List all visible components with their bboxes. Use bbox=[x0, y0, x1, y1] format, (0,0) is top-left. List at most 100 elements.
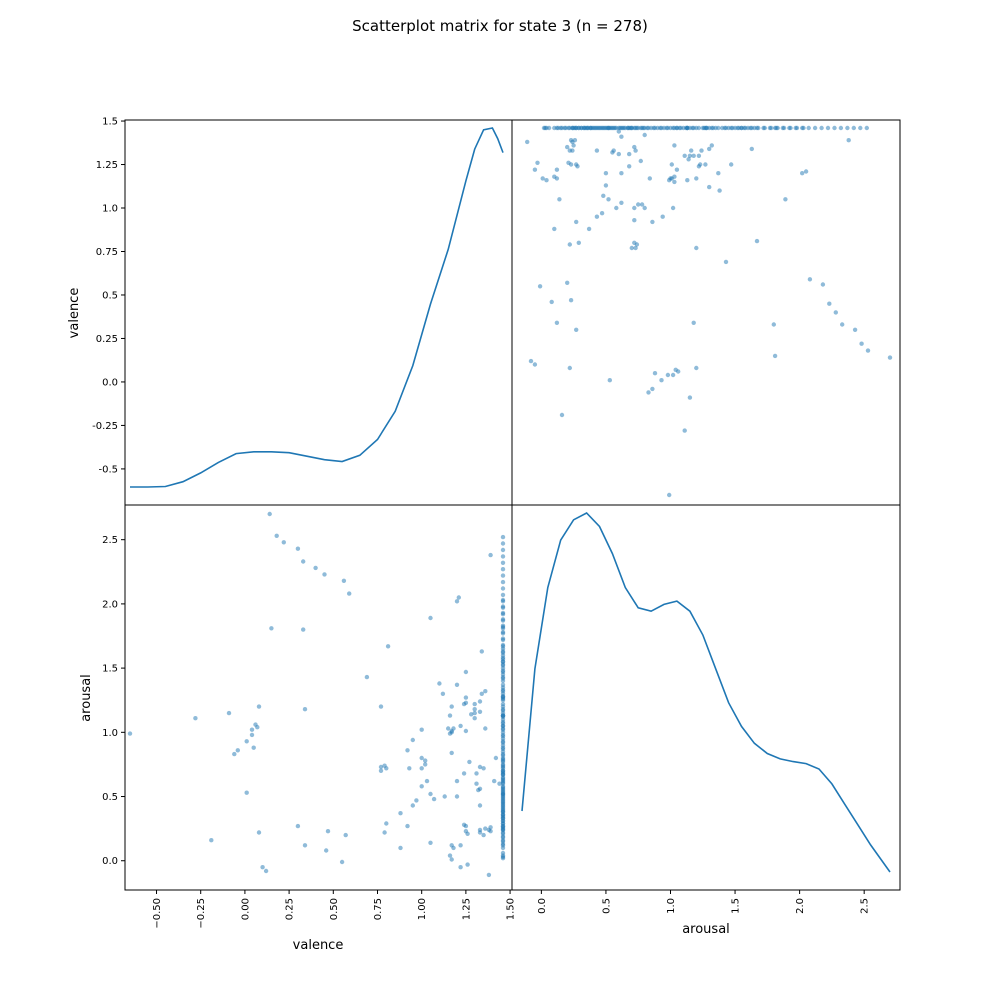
scatter-point bbox=[500, 586, 506, 591]
scatter-point bbox=[384, 821, 389, 826]
scatter-point bbox=[636, 202, 641, 207]
scatter-point bbox=[544, 178, 549, 183]
scatter-point bbox=[864, 125, 869, 131]
scatter-point bbox=[500, 547, 506, 553]
left-axis-ticks: -0.5 -0.25 0.0 0.25 0.5 0.75 1.0 1.25 1.5 0.0 0.5 1… bbox=[92, 117, 125, 867]
scatter-point bbox=[676, 369, 681, 374]
scatter-point bbox=[599, 125, 605, 131]
scatter-point bbox=[803, 169, 809, 174]
scatter-point bbox=[652, 371, 658, 376]
scatter-point bbox=[500, 745, 506, 750]
scatter-point bbox=[665, 125, 671, 131]
scatter-point bbox=[629, 245, 634, 251]
scatter-point bbox=[461, 771, 467, 776]
scatter-point bbox=[500, 541, 506, 546]
scatter-point bbox=[625, 125, 631, 131]
scatter-point bbox=[617, 125, 623, 131]
scatter-point bbox=[730, 125, 735, 131]
scatter-point bbox=[694, 365, 699, 371]
scatter-point bbox=[483, 689, 488, 694]
scatter-point bbox=[378, 764, 384, 770]
tick-label: 1.25 bbox=[96, 160, 118, 171]
scatter-point bbox=[500, 623, 506, 628]
scatter-point bbox=[825, 125, 831, 131]
scatter-point bbox=[500, 776, 506, 781]
scatter-point bbox=[500, 772, 506, 777]
scatter-point bbox=[500, 816, 506, 821]
scatter-point bbox=[806, 125, 811, 131]
scatter-point bbox=[633, 148, 638, 153]
scatter-point bbox=[500, 579, 506, 585]
scatter-point bbox=[800, 171, 805, 176]
scatter-point bbox=[672, 179, 677, 185]
scatter-point bbox=[263, 868, 269, 874]
scatter-point bbox=[641, 125, 646, 131]
panel-frame bbox=[124, 504, 513, 891]
scatter-point bbox=[707, 146, 712, 152]
tick-label: 2.5 bbox=[860, 898, 871, 914]
scatter-point bbox=[567, 242, 572, 247]
scatter-point bbox=[405, 823, 410, 829]
scatter-point bbox=[281, 540, 286, 545]
scatter-point bbox=[762, 125, 767, 131]
scatter-point bbox=[232, 751, 237, 757]
scatter-point bbox=[851, 125, 856, 131]
scatter-point bbox=[647, 176, 652, 181]
scatter-point bbox=[694, 176, 699, 181]
scatter-point bbox=[302, 843, 308, 848]
tick-label: 1.0 bbox=[666, 898, 677, 914]
scatter-point bbox=[772, 353, 778, 359]
scatter-point bbox=[703, 162, 708, 167]
scatter-point bbox=[704, 125, 709, 131]
scatter-point bbox=[244, 790, 249, 795]
scatter-point bbox=[736, 125, 742, 131]
scatter-point bbox=[852, 327, 858, 332]
scatter-point bbox=[567, 365, 572, 371]
panel-arousal-vs-valence-scatter bbox=[511, 119, 901, 506]
scatter-point bbox=[472, 701, 477, 707]
scatter-point bbox=[449, 857, 454, 862]
scatter-point bbox=[249, 727, 255, 732]
scatter-point bbox=[500, 739, 506, 744]
scatter-point bbox=[574, 162, 579, 167]
scatter-point bbox=[500, 534, 506, 540]
panel-frame bbox=[511, 119, 901, 506]
scatter-point bbox=[576, 125, 581, 131]
scatter-point bbox=[754, 238, 760, 244]
scatter-point bbox=[660, 214, 665, 219]
scatter-point bbox=[619, 171, 624, 176]
scatter-point bbox=[295, 546, 301, 551]
tick-label: -0.5 bbox=[98, 464, 118, 475]
scatter-point bbox=[446, 726, 451, 731]
tick-label: 0.25 bbox=[285, 898, 296, 920]
scatter-point bbox=[454, 599, 460, 604]
scatter-point bbox=[616, 129, 621, 134]
scatter-point bbox=[465, 831, 470, 836]
scatter-point bbox=[301, 627, 306, 632]
scatter-point bbox=[743, 125, 748, 131]
scatter-point bbox=[634, 125, 640, 131]
scatter-point bbox=[382, 830, 387, 835]
scatter-point bbox=[775, 125, 780, 131]
scatter-point bbox=[477, 709, 483, 714]
tick-label: 1.5 bbox=[731, 898, 742, 914]
scatter-point bbox=[756, 125, 761, 131]
scatter-point bbox=[500, 826, 506, 831]
scatter-point bbox=[481, 766, 486, 771]
scatter-point bbox=[447, 853, 453, 858]
scatter-point bbox=[437, 681, 442, 686]
tick-label: 1.0 bbox=[102, 204, 118, 215]
scatter-point bbox=[500, 838, 506, 843]
scatter-point bbox=[717, 188, 722, 193]
tick-label: 0.0 bbox=[102, 377, 118, 388]
scatter-point bbox=[646, 390, 651, 395]
scatter-point bbox=[603, 183, 609, 188]
scatter-point bbox=[500, 786, 506, 791]
tick-label: 0.5 bbox=[601, 898, 612, 914]
scatter-point bbox=[549, 299, 554, 305]
scatter-point bbox=[428, 615, 433, 621]
scatter-point bbox=[500, 655, 506, 660]
scatter-point bbox=[405, 748, 410, 753]
scatter-point bbox=[566, 125, 571, 131]
